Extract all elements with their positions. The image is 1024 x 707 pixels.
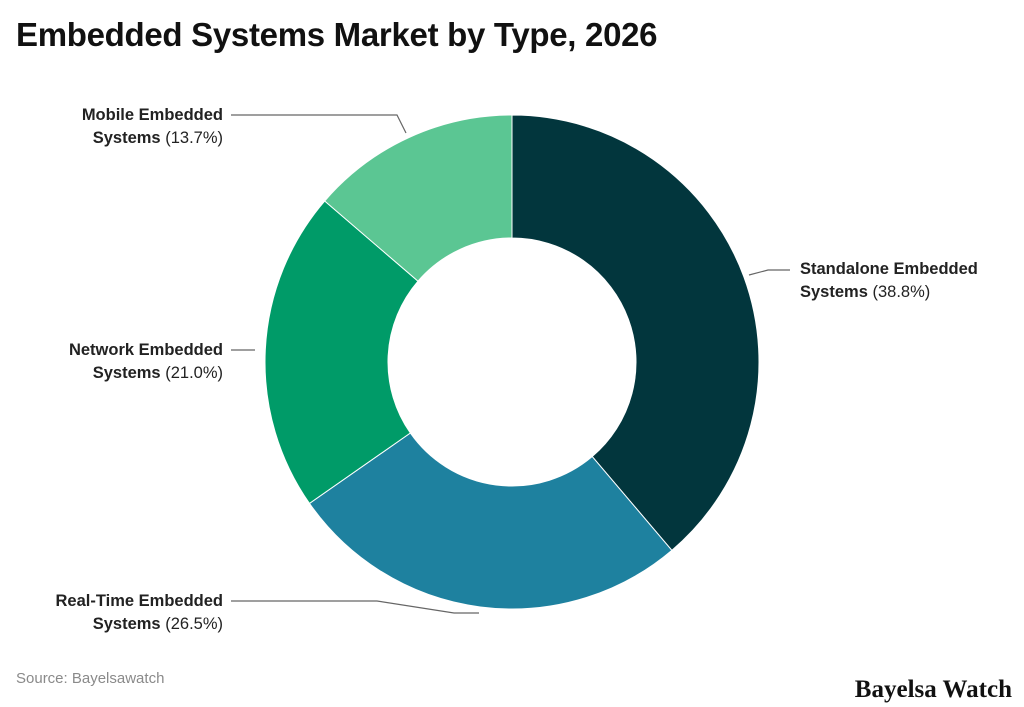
leader-line-mobile	[231, 114, 407, 134]
label-network-name2: Systems	[92, 364, 161, 382]
label-standalone-pct: (38.8%)	[872, 283, 931, 301]
donut-slice-mobile-embedded-systems	[323, 114, 513, 282]
donut-slice-standalone-embedded-systems	[511, 114, 760, 552]
label-standalone-name: Standalone Embedded	[800, 260, 978, 278]
label-mobile: Mobile Embedded Systems (13.7%)	[82, 104, 223, 150]
label-mobile-pct: (13.7%)	[165, 129, 223, 147]
label-realtime-name2: Systems	[92, 615, 161, 633]
label-network-name: Network Embedded	[68, 341, 223, 359]
brand-logo: Bayelsa Watch	[854, 676, 1012, 703]
label-standalone: Standalone Embedded Systems (38.8%)	[800, 258, 978, 304]
label-network-pct: (21.0%)	[165, 364, 223, 382]
donut-slice-network-embedded-systems	[264, 200, 419, 505]
label-realtime: Real-Time Embedded Systems (26.5%)	[56, 590, 224, 636]
leader-lines	[231, 114, 790, 614]
label-realtime-name: Real-Time Embedded	[55, 592, 224, 610]
leader-line-realtime	[231, 600, 479, 614]
donut-slice-real-time-embedded-systems	[308, 432, 673, 610]
leader-line-standalone	[748, 269, 790, 276]
label-standalone-name2: Systems	[800, 283, 868, 301]
source-note: Source: Bayelsawatch	[16, 670, 165, 687]
label-mobile-name2: Systems	[92, 129, 161, 147]
label-realtime-pct: (26.5%)	[165, 615, 223, 633]
label-mobile-name: Mobile Embedded	[81, 106, 223, 124]
donut-slices	[264, 114, 760, 610]
label-network: Network Embedded Systems (21.0%)	[69, 339, 223, 385]
chart-title: Embedded Systems Market by Type, 2026	[16, 16, 658, 53]
